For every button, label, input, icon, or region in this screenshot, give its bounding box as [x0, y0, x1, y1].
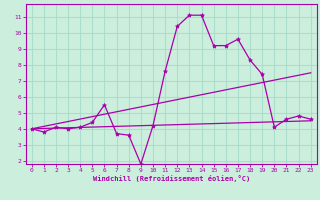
X-axis label: Windchill (Refroidissement éolien,°C): Windchill (Refroidissement éolien,°C)	[92, 175, 250, 182]
